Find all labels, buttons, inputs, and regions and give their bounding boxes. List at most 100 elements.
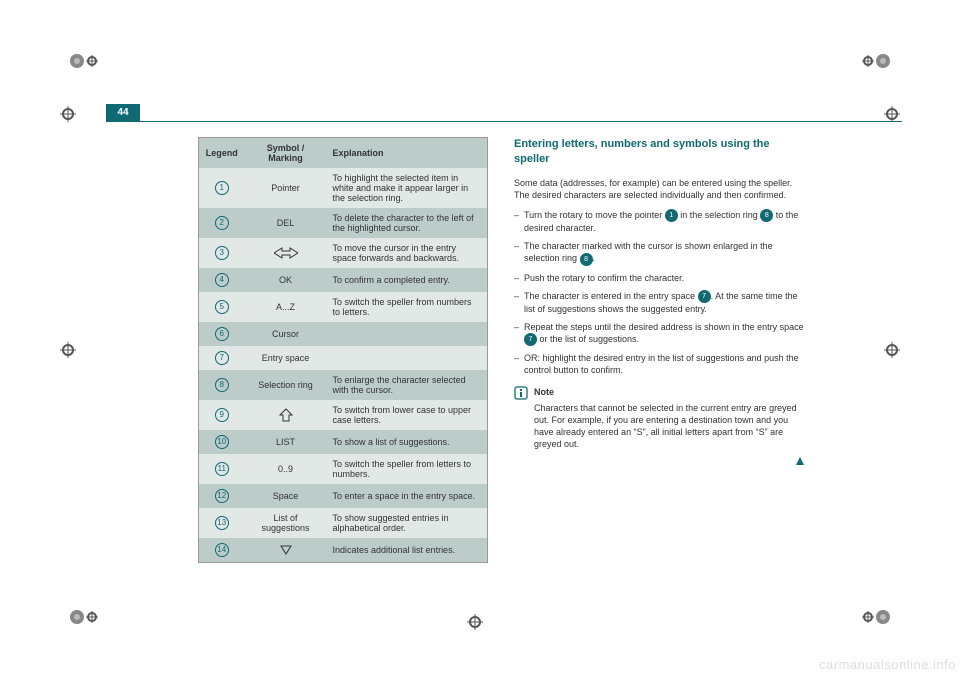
legend-number-icon: 7 bbox=[215, 351, 229, 365]
explanation-cell: To show suggested entries in alphabetica… bbox=[327, 508, 488, 538]
registration-mark bbox=[68, 46, 98, 76]
symbol-cell: OK bbox=[245, 268, 327, 292]
table-header-row: Legend Symbol / Marking Explanation bbox=[199, 138, 488, 169]
notes-container: Characters that cannot be selected in th… bbox=[534, 402, 804, 451]
legend-cell: 1 bbox=[199, 168, 245, 208]
legend-number-icon: 6 bbox=[215, 327, 229, 341]
right-column: Entering letters, numbers and symbols us… bbox=[514, 137, 804, 468]
legend-cell: 9 bbox=[199, 400, 245, 430]
legend-table: Legend Symbol / Marking Explanation 1 Poi… bbox=[198, 137, 488, 563]
registration-mark bbox=[58, 104, 78, 124]
steps-list: Turn the rotary to move the pointer 1 in… bbox=[514, 209, 804, 376]
symbol-cell: Cursor bbox=[245, 322, 327, 346]
registration-mark bbox=[465, 612, 485, 632]
legend-table-wrapper: Legend Symbol / Marking Explanation 1 Poi… bbox=[198, 137, 488, 563]
table-row: 8 Selection ringTo enlarge the character … bbox=[199, 370, 488, 400]
legend-cell: 11 bbox=[199, 454, 245, 484]
table-row: 9To switch from lower case to upper case… bbox=[199, 400, 488, 430]
symbol-cell: List of suggestions bbox=[245, 508, 327, 538]
symbol-cell: Space bbox=[245, 484, 327, 508]
symbol-cell bbox=[245, 538, 327, 563]
legend-cell: 13 bbox=[199, 508, 245, 538]
table-row: 1 PointerTo highlight the selected item i… bbox=[199, 168, 488, 208]
note-block: Note Characters that cannot be selected … bbox=[514, 386, 804, 450]
note-label: Note bbox=[534, 387, 554, 397]
legend-number-icon: 3 bbox=[215, 246, 229, 260]
ref-badge: 8 bbox=[760, 209, 773, 222]
symbol-cell: Selection ring bbox=[245, 370, 327, 400]
symbol-cell bbox=[245, 238, 327, 268]
legend-cell: 5 bbox=[199, 292, 245, 322]
legend-number-icon: 4 bbox=[215, 273, 229, 287]
legend-number-icon: 10 bbox=[215, 435, 229, 449]
legend-number-icon: 14 bbox=[215, 543, 229, 557]
registration-mark bbox=[58, 340, 78, 360]
symbol-cell: 0..9 bbox=[245, 454, 327, 484]
legend-cell: 10 bbox=[199, 430, 245, 454]
table-row: 110..9To switch the speller from letters… bbox=[199, 454, 488, 484]
th-explanation: Explanation bbox=[327, 138, 488, 169]
step-item: The character is entered in the entry sp… bbox=[514, 290, 804, 315]
legend-number-icon: 8 bbox=[215, 378, 229, 392]
explanation-cell: To delete the character to the left of t… bbox=[327, 208, 488, 238]
table-row: 7 Entry space bbox=[199, 346, 488, 370]
step-item: The character marked with the cursor is … bbox=[514, 240, 804, 265]
legend-number-icon: 2 bbox=[215, 216, 229, 230]
legend-cell: 4 bbox=[199, 268, 245, 292]
legend-cell: 3 bbox=[199, 238, 245, 268]
explanation-cell: To show a list of suggestions. bbox=[327, 430, 488, 454]
registration-mark bbox=[862, 602, 892, 632]
ref-badge: 1 bbox=[665, 209, 678, 222]
table-row: 10 LISTTo show a list of suggestions. bbox=[199, 430, 488, 454]
step-item: OR: highlight the desired entry in the l… bbox=[514, 352, 804, 376]
ref-badge: 7 bbox=[698, 290, 711, 303]
legend-number-icon: 13 bbox=[215, 516, 229, 530]
watermark: carmanualsonline.info bbox=[819, 657, 956, 672]
registration-mark bbox=[862, 46, 892, 76]
table-row: 4 OKTo confirm a completed entry. bbox=[199, 268, 488, 292]
symbol-cell: LIST bbox=[245, 430, 327, 454]
table-row: 5 A...ZTo switch the speller from numbers… bbox=[199, 292, 488, 322]
legend-cell: 8 bbox=[199, 370, 245, 400]
explanation-cell: To enlarge the character selected with t… bbox=[327, 370, 488, 400]
table-row: 3 To move the cursor in the entry space f… bbox=[199, 238, 488, 268]
explanation-cell bbox=[327, 346, 488, 370]
note-body: Note Characters that cannot be selected … bbox=[534, 386, 804, 450]
ref-badge: 7 bbox=[524, 333, 537, 346]
symbol-cell bbox=[245, 400, 327, 430]
legend-number-icon: 5 bbox=[215, 300, 229, 314]
th-symbol: Symbol / Marking bbox=[245, 138, 327, 169]
table-row: 12 SpaceTo enter a space in the entry spa… bbox=[199, 484, 488, 508]
note-text: Characters that cannot be selected in th… bbox=[534, 402, 804, 451]
step-item: Turn the rotary to move the pointer 1 in… bbox=[514, 209, 804, 234]
explanation-cell: To switch the speller from numbers to le… bbox=[327, 292, 488, 322]
header-rule bbox=[140, 121, 902, 122]
explanation-cell: Indicates additional list entries. bbox=[327, 538, 488, 563]
registration-mark bbox=[882, 340, 902, 360]
registration-mark bbox=[68, 602, 98, 632]
explanation-cell: To confirm a completed entry. bbox=[327, 268, 488, 292]
explanation-cell: To move the cursor in the entry space fo… bbox=[327, 238, 488, 268]
legend-number-icon: 1 bbox=[215, 181, 229, 195]
explanation-cell: To enter a space in the entry space. bbox=[327, 484, 488, 508]
symbol-cell: A...Z bbox=[245, 292, 327, 322]
symbol-cell: Entry space bbox=[245, 346, 327, 370]
legend-cell: 12 bbox=[199, 484, 245, 508]
legend-cell: 7 bbox=[199, 346, 245, 370]
page-number-tab: 44 bbox=[106, 104, 140, 122]
explanation-cell: To highlight the selected item in white … bbox=[327, 168, 488, 208]
legend-cell: 14 bbox=[199, 538, 245, 563]
table-row: 6 Cursor bbox=[199, 322, 488, 346]
legend-cell: 6 bbox=[199, 322, 245, 346]
symbol-cell: Pointer bbox=[245, 168, 327, 208]
legend-cell: 2 bbox=[199, 208, 245, 238]
legend-number-icon: 12 bbox=[215, 489, 229, 503]
explanation-cell bbox=[327, 322, 488, 346]
symbol-cell: DEL bbox=[245, 208, 327, 238]
table-row: 2 DELTo delete the character to the left … bbox=[199, 208, 488, 238]
ref-badge: 8 bbox=[580, 253, 593, 266]
intro-paragraph: Some data (addresses, for example) can b… bbox=[514, 177, 804, 201]
table-row: 13 List of suggestionsTo show suggested e… bbox=[199, 508, 488, 538]
table-row: 14 Indicates additional list entries. bbox=[199, 538, 488, 563]
step-item: Repeat the steps until the desired addre… bbox=[514, 321, 804, 346]
